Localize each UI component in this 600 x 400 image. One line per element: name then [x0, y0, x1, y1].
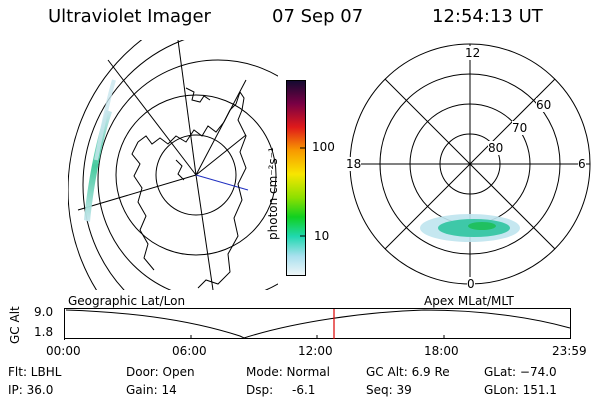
- altitude-curve: [65, 309, 571, 339]
- altitude-ytick-max: 9.0: [34, 305, 54, 319]
- lat-circle: [155, 134, 237, 216]
- mlat-label-60: 60: [536, 98, 552, 112]
- geographic-map: [68, 40, 278, 290]
- mlt-line: [384, 78, 556, 250]
- coastline: [131, 90, 247, 289]
- meridian-line: [77, 174, 197, 211]
- altitude-ylabel: GC Alt: [8, 306, 22, 344]
- status-dsp-value: -6.1: [292, 383, 316, 397]
- lat-circle: [68, 40, 143, 290]
- colorbar-unit-label: photon cm⁻²s⁻¹: [266, 147, 280, 240]
- observation-time: 12:54:13 UT: [432, 6, 543, 27]
- coastline: [185, 87, 211, 103]
- observation-date: 07 Sep 07: [272, 6, 364, 27]
- status-gain: Gain: 14: [126, 383, 177, 397]
- time-tick-1200: 12:00: [298, 344, 333, 358]
- terminator-line: [195, 174, 249, 191]
- time-tick-1800: 18:00: [424, 344, 459, 358]
- mlt-label-dusk: 18: [346, 157, 362, 171]
- colorbar-tick-100: 100: [312, 140, 335, 154]
- polar-mlt-plot: [349, 43, 591, 285]
- auroral-arc: [84, 110, 112, 222]
- altitude-ytick-min: 1.8: [34, 325, 54, 339]
- mlt-label-midnight: 0: [467, 277, 475, 291]
- left-panel-caption: Geographic Lat/Lon: [68, 294, 186, 308]
- meridian-line: [177, 40, 197, 176]
- status-seq: Seq: 39: [366, 383, 412, 397]
- meridian-line: [195, 174, 214, 290]
- lat-circle: [97, 59, 278, 290]
- meridian-line: [107, 59, 197, 176]
- lat-circle: [82, 40, 185, 290]
- auroral-arc-halo: [94, 79, 116, 161]
- time-tick-0000: 00:00: [46, 344, 81, 358]
- aurora-bright: [468, 222, 496, 230]
- status-glat: GLat: −74.0: [484, 365, 557, 379]
- meridian-line: [195, 134, 247, 176]
- mlt-label-dawn: 6: [578, 157, 586, 171]
- coastline: [175, 159, 185, 181]
- status-glon: GLon: 151.1: [484, 383, 557, 397]
- status-door: Door: Open: [126, 365, 195, 379]
- status-ip: IP: 36.0: [8, 383, 54, 397]
- right-panel-caption: Apex MLat/MLT: [424, 294, 514, 308]
- status-filter: Flt: LBHL: [8, 365, 62, 379]
- mlat-label-80: 80: [488, 141, 504, 155]
- lat-circle: [115, 94, 277, 256]
- instrument-title: Ultraviolet Imager: [48, 6, 211, 27]
- status-dsp-label: Dsp:: [246, 383, 274, 397]
- time-tick-0600: 06:00: [172, 344, 207, 358]
- color-scale-bar: [286, 80, 306, 276]
- status-mode: Mode: Normal: [246, 365, 330, 379]
- status-gc-alt: GC Alt: 6.9 Re: [366, 365, 450, 379]
- time-tick-2359: 23:59: [552, 344, 587, 358]
- meridian-line: [195, 79, 247, 176]
- mlt-label-noon: 12: [465, 46, 481, 60]
- colorbar-tick-10: 10: [314, 229, 330, 243]
- mlat-label-70: 70: [512, 121, 528, 135]
- altitude-plot: [64, 308, 571, 340]
